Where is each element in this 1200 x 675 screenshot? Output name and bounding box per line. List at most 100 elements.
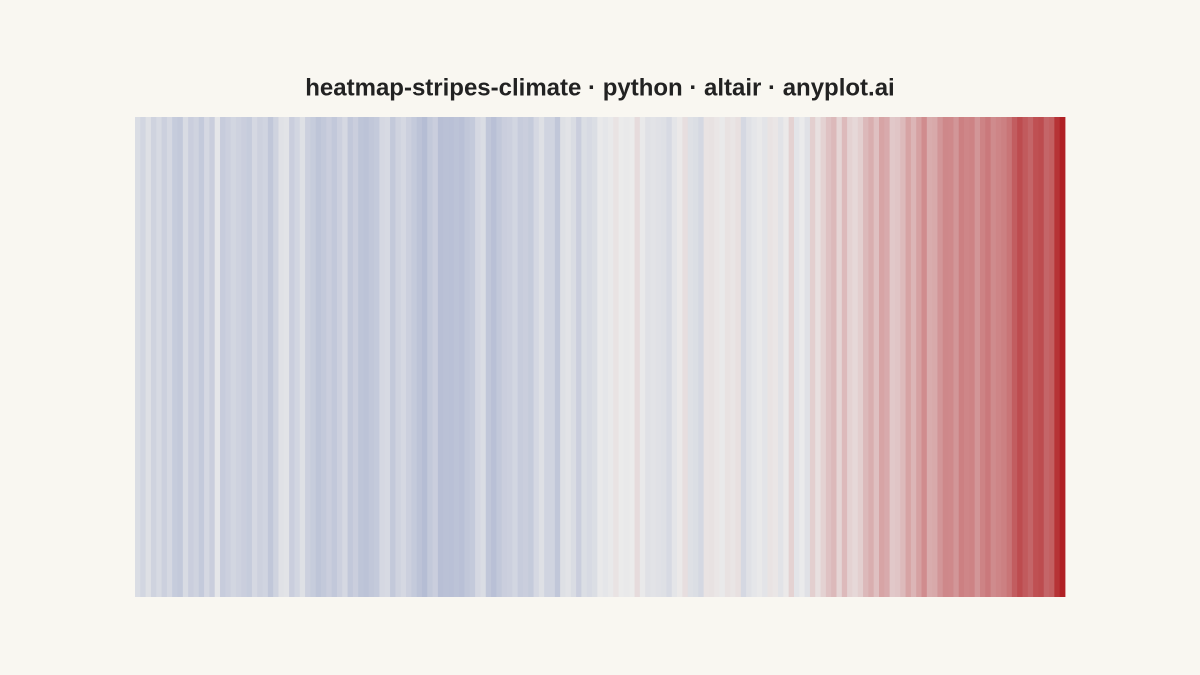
- stripe: [437, 117, 444, 597]
- stripe: [533, 117, 540, 597]
- stripe: [198, 117, 205, 597]
- stripe: [995, 117, 1002, 597]
- stripe: [847, 117, 853, 597]
- stripe: [1033, 117, 1039, 597]
- stripe: [863, 117, 869, 597]
- stripe: [1059, 117, 1066, 597]
- stripe: [639, 117, 646, 597]
- stripe: [491, 117, 497, 597]
- stripe: [772, 117, 779, 597]
- stripe: [910, 117, 917, 597]
- stripe: [390, 117, 396, 597]
- stripe: [150, 117, 157, 597]
- stripe: [1006, 117, 1013, 597]
- stripe: [613, 117, 619, 597]
- stripe: [554, 117, 561, 597]
- stripe: [900, 117, 906, 597]
- stripe: [1049, 117, 1055, 597]
- stripe: [1017, 117, 1023, 597]
- stripe: [990, 117, 997, 597]
- stripe: [809, 117, 816, 597]
- stripe: [836, 117, 843, 597]
- stripe: [831, 117, 837, 597]
- stripe: [310, 117, 317, 597]
- stripe: [1027, 117, 1034, 597]
- stripe: [778, 117, 784, 597]
- stripe: [1022, 117, 1029, 597]
- stripe: [703, 117, 710, 597]
- stripe: [214, 117, 221, 597]
- stripe: [374, 117, 380, 597]
- stripe: [140, 117, 147, 597]
- stripe: [331, 117, 338, 597]
- stripe: [687, 117, 694, 597]
- stripe: [714, 117, 720, 597]
- stripe: [246, 117, 253, 597]
- stripe: [368, 117, 375, 597]
- stripe: [416, 117, 423, 597]
- stripe: [156, 117, 162, 597]
- stripe: [889, 117, 896, 597]
- stripe: [459, 117, 465, 597]
- stripe: [262, 117, 269, 597]
- stripe: [868, 117, 875, 597]
- stripe: [517, 117, 524, 597]
- stripe: [751, 117, 758, 597]
- stripe: [799, 117, 805, 597]
- stripe: [735, 117, 742, 597]
- stripe: [1001, 117, 1007, 597]
- stripe: [985, 117, 991, 597]
- stripe: [251, 117, 258, 597]
- stripe: [650, 117, 657, 597]
- stripe: [724, 117, 731, 597]
- stripe: [937, 117, 944, 597]
- stripe: [379, 117, 386, 597]
- stripe: [193, 117, 200, 597]
- stripe: [783, 117, 790, 597]
- stripe: [607, 117, 614, 597]
- stripe: [1054, 117, 1061, 597]
- stripe: [682, 117, 689, 597]
- stripe: [342, 117, 348, 597]
- stripe: [756, 117, 763, 597]
- stripe: [884, 117, 891, 597]
- stripe: [432, 117, 439, 597]
- stripe: [406, 117, 412, 597]
- stripe: [145, 117, 152, 597]
- stripe: [565, 117, 572, 597]
- stripe: [894, 117, 901, 597]
- stripe: [693, 117, 699, 597]
- stripe: [172, 117, 178, 597]
- stripe: [283, 117, 290, 597]
- stripe: [241, 117, 247, 597]
- stripe: [825, 117, 832, 597]
- stripe: [1038, 117, 1045, 597]
- stripe: [209, 117, 216, 597]
- stripe: [581, 117, 588, 597]
- stripe: [767, 117, 774, 597]
- stripe: [623, 117, 630, 597]
- stripe: [358, 117, 364, 597]
- stripe: [395, 117, 402, 597]
- stripe: [453, 117, 460, 597]
- stripe: [958, 117, 965, 597]
- stripe: [953, 117, 960, 597]
- stripe: [294, 117, 301, 597]
- stripe: [528, 117, 534, 597]
- stripe: [964, 117, 970, 597]
- stripe: [512, 117, 519, 597]
- stripe: [421, 117, 428, 597]
- stripe: [645, 117, 651, 597]
- stripe: [661, 117, 667, 597]
- stripe: [597, 117, 604, 597]
- stripe: [926, 117, 933, 597]
- stripe: [549, 117, 556, 597]
- stripe: [496, 117, 503, 597]
- stripe: [480, 117, 487, 597]
- stripe: [666, 117, 673, 597]
- stripe: [655, 117, 662, 597]
- stripe: [698, 117, 705, 597]
- stripe: [485, 117, 492, 597]
